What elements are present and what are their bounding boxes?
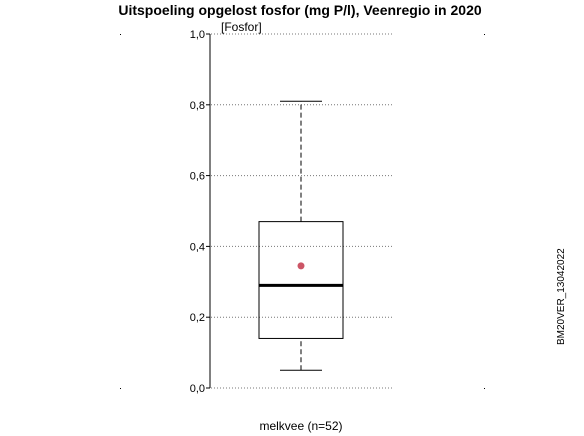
y-tick-label: 0,0 — [190, 383, 205, 395]
y-axis: 0,0 0,2 0,4 0,6 0,8 1,0 — [190, 29, 211, 395]
y-axis-label: [Fosfor] — [221, 20, 262, 34]
interquartile-box — [258, 221, 344, 339]
y-tick-label: 0,4 — [190, 241, 205, 253]
box-group: melkvee (n=52) — [258, 100, 344, 433]
y-tick-label: 0,8 — [190, 100, 205, 112]
x-category-label: melkvee (n=52) — [259, 419, 342, 433]
region-corner-mark — [484, 34, 485, 35]
y-tick-label: 1,0 — [190, 29, 205, 41]
region-corner-mark — [120, 388, 121, 389]
chart-title: Uitspoeling opgelost fosfor (mg P/l), Ve… — [118, 2, 482, 18]
box-layer: melkvee (n=52) — [258, 100, 344, 433]
y-tick-label: 0,6 — [190, 171, 205, 183]
region-corner-mark — [120, 34, 121, 35]
region-corner-mark — [484, 388, 485, 389]
mean-marker — [297, 262, 305, 270]
grid-layer — [120, 33, 485, 389]
y-tick-label: 0,2 — [190, 312, 205, 324]
